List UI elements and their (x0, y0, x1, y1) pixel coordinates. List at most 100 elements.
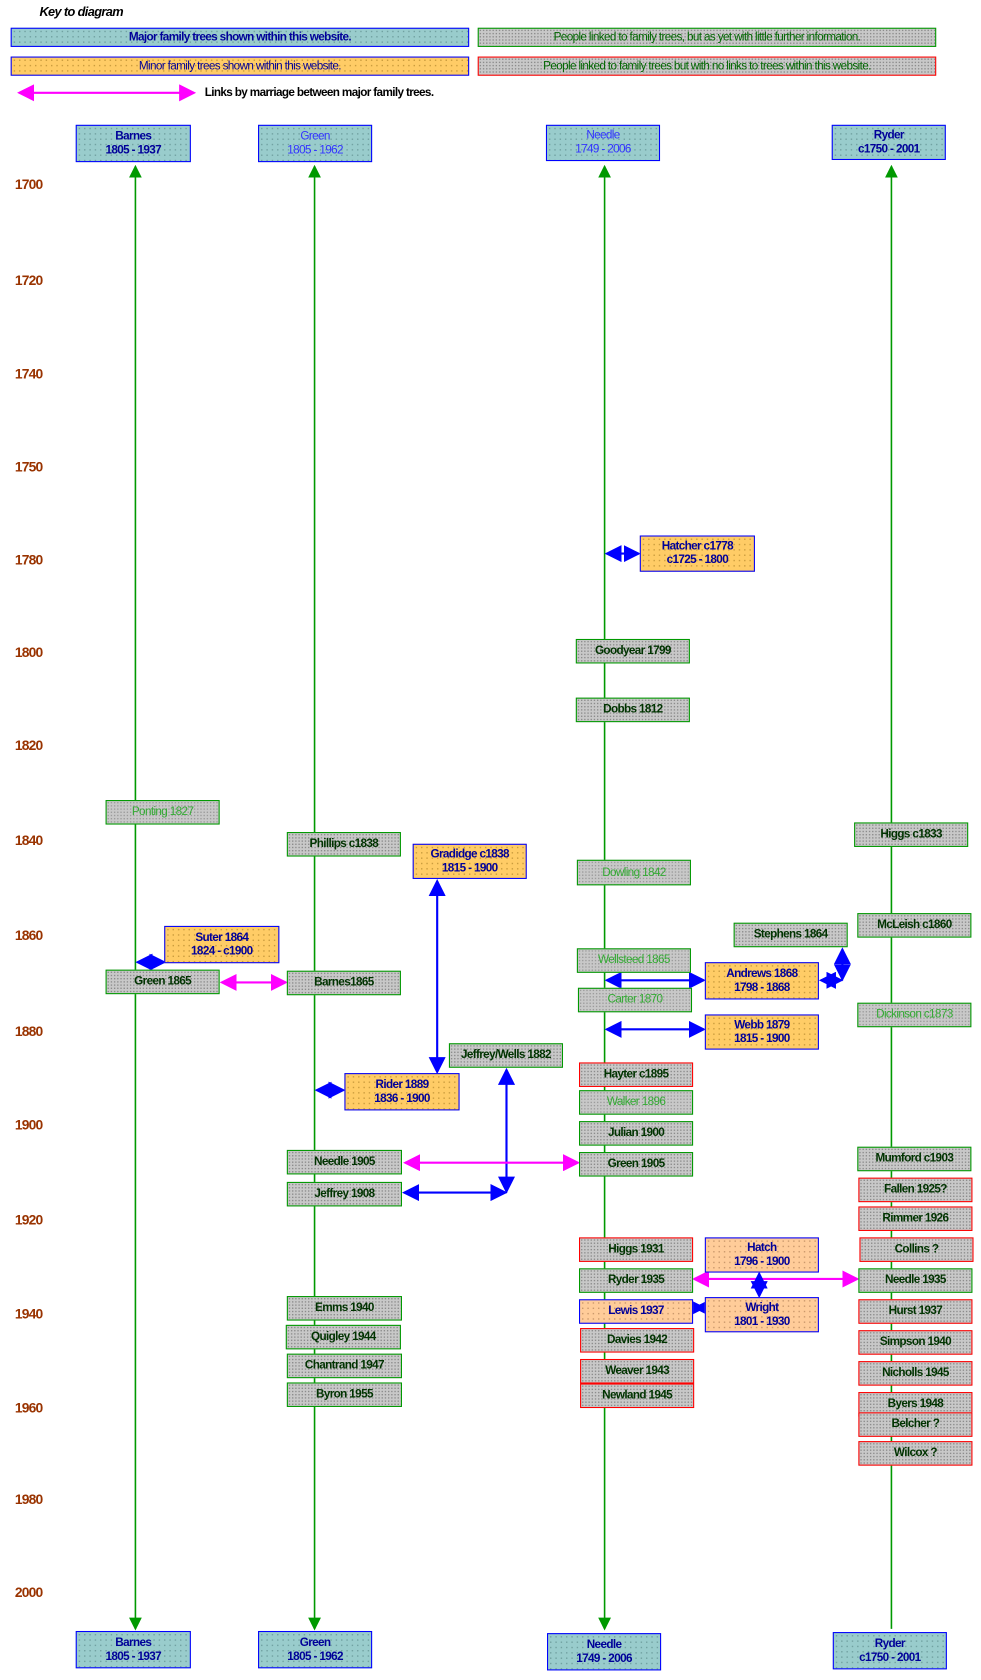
person-node[interactable]: Belcher ? (858, 1412, 973, 1437)
person-dates: 1824 - c1900 (191, 944, 253, 958)
person-dates: 1815 - 1900 (441, 861, 498, 875)
person-node[interactable]: Newland 1945 (580, 1383, 695, 1409)
key-minor-trees: Minor family trees shown within this web… (10, 56, 470, 76)
person-dates: 1798 - 1868 (734, 980, 790, 994)
person-node[interactable]: Barnes1865 (286, 970, 401, 996)
person-node[interactable]: McLeish c1860 (857, 913, 972, 938)
person-name: McLeish c1860 (877, 918, 952, 932)
person-node[interactable]: Lewis 1937 (579, 1299, 694, 1324)
year-label: 1880 (14, 1022, 43, 1039)
person-name: Green 1865 (134, 974, 192, 988)
person-node[interactable]: Hatch 1796 - 1900 (704, 1237, 819, 1273)
tree-ryder-top[interactable]: Ryder c1750 - 2001 (831, 124, 946, 161)
person-node[interactable]: Rimmer 1926 (858, 1206, 973, 1231)
person-node[interactable]: Weaver 1943 (580, 1358, 695, 1384)
year-label: 1900 (14, 1116, 43, 1133)
tree-dates: 1805 - 1937 (105, 143, 162, 157)
person-node[interactable]: Needle 1935 (858, 1268, 973, 1293)
person-node[interactable]: Stephens 1864 (733, 922, 848, 948)
person-node[interactable]: Jeffrey 1908 (286, 1181, 402, 1207)
person-node[interactable]: Wilcox ? (858, 1441, 973, 1466)
person-dates: 1801 - 1930 (734, 1314, 790, 1328)
key-marriage-label: Links by marriage between major family t… (204, 86, 434, 100)
person-node[interactable]: Nicholls 1945 (858, 1361, 973, 1386)
year-label: 1700 (14, 176, 43, 193)
year-label: 1960 (14, 1399, 43, 1416)
person-node[interactable]: Webb 1879 1815 - 1900 (704, 1014, 819, 1050)
person-node[interactable]: Davies 1942 (580, 1328, 695, 1353)
person-dates: 1796 - 1900 (734, 1254, 790, 1268)
person-node[interactable]: Green 1865 (105, 969, 220, 995)
person-node[interactable]: Carter 1870 (577, 987, 693, 1013)
person-node[interactable]: Julian 1900 (579, 1121, 694, 1146)
person-node[interactable]: Hatcher c1778 c1725 - 1800 (639, 535, 755, 572)
person-name: Green 1905 (607, 1157, 666, 1171)
person-node[interactable]: Simpson 1940 (858, 1330, 973, 1355)
tree-barnes-top[interactable]: Barnes 1805 - 1937 (75, 124, 191, 163)
person-node[interactable]: Ryder 1935 (579, 1268, 694, 1293)
person-node[interactable]: Hurst 1937 (858, 1299, 973, 1324)
person-node[interactable]: Mumford c1903 (857, 1146, 972, 1172)
tree-name: Green (300, 129, 330, 143)
person-name: Wellsteed 1865 (598, 953, 670, 967)
tree-dates: c1750 - 2001 (859, 1650, 921, 1664)
person-name: Dickinson c1873 (876, 1008, 953, 1021)
person-node[interactable]: Dowling 1842 (576, 859, 691, 886)
tree-name: Barnes (115, 129, 152, 143)
tree-needle-top[interactable]: Needle 1749 - 2006 (545, 124, 661, 162)
person-node[interactable]: Needle 1905 (286, 1149, 402, 1175)
person-node[interactable]: Suter 1864 1824 - c1900 (164, 925, 280, 964)
person-name: Quigley 1944 (310, 1330, 376, 1343)
person-dates: 1836 - 1900 (374, 1091, 430, 1105)
tree-green-bottom[interactable]: Green 1805 - 1962 (258, 1630, 373, 1669)
tree-dates: 1749 - 2006 (575, 142, 631, 156)
person-name: Chantrand 1947 (304, 1358, 385, 1372)
key-linked-no-links: People linked to family trees but with n… (477, 56, 937, 76)
person-node[interactable]: Gradidge c1838 1815 - 1900 (412, 843, 527, 879)
person-name: Stephens 1864 (753, 928, 828, 941)
person-node[interactable]: Green 1905 (579, 1152, 694, 1177)
person-node[interactable]: Dickinson c1873 (857, 1002, 972, 1028)
person-node[interactable]: Fallen 1925? (858, 1177, 973, 1203)
person-node[interactable]: Hayter c1895 (579, 1062, 694, 1087)
person-node[interactable]: Collins ? (859, 1237, 974, 1262)
person-node[interactable]: Chantrand 1947 (286, 1353, 402, 1379)
person-node[interactable]: Andrews 1868 1798 - 1868 (704, 962, 819, 1000)
key-linked-little-info: People linked to family trees, but as ye… (477, 27, 937, 47)
person-node[interactable]: Wright 1801 - 1930 (704, 1297, 819, 1333)
person-name: Webb 1879 (734, 1018, 790, 1031)
tree-needle-bottom[interactable]: Needle 1749 - 2006 (547, 1633, 662, 1671)
person-name: Nicholls 1945 (882, 1366, 949, 1380)
person-node[interactable]: Byron 1955 (286, 1382, 402, 1407)
person-node[interactable]: Rider 1889 1836 - 1900 (344, 1073, 460, 1111)
person-node[interactable]: Emms 1940 (286, 1296, 402, 1321)
tree-name: Ryder (873, 128, 905, 142)
person-name: Mumford c1903 (875, 1152, 954, 1165)
person-node[interactable]: Phillips c1838 (286, 832, 401, 857)
person-node[interactable]: Walker 1896 (579, 1090, 694, 1115)
person-name: Newland 1945 (602, 1388, 673, 1402)
person-node[interactable]: Higgs 1931 (579, 1237, 694, 1262)
person-node[interactable]: Wellsteed 1865 (576, 948, 691, 973)
key-minor-label: Minor family trees shown within this web… (138, 59, 342, 73)
tree-barnes-bottom[interactable]: Barnes 1805 - 1937 (75, 1630, 191, 1669)
person-node[interactable]: Jeffrey/Wells 1882 (448, 1043, 564, 1068)
tree-green-top[interactable]: Green 1805 - 1962 (258, 124, 373, 163)
person-name: Rimmer 1926 (882, 1211, 949, 1225)
year-label: 1980 (14, 1491, 43, 1508)
person-node[interactable]: Dobbs 1812 (575, 697, 690, 723)
person-name: Suter 1864 (195, 930, 249, 944)
key-major-trees: Major family trees shown within this web… (10, 27, 470, 47)
person-node[interactable]: Ponting 1827 (105, 800, 220, 825)
person-name: Hurst 1937 (888, 1304, 943, 1318)
tree-name: Ryder (874, 1636, 906, 1650)
person-name: Lewis 1937 (608, 1304, 664, 1318)
person-name: Hayter c1895 (603, 1067, 669, 1081)
person-name: Goodyear 1799 (594, 644, 671, 658)
person-name: Wilcox ? (893, 1446, 938, 1460)
key-title: Key to diagram (39, 4, 123, 20)
tree-ryder-bottom[interactable]: Ryder c1750 - 2001 (832, 1632, 947, 1670)
person-node[interactable]: Quigley 1944 (285, 1324, 401, 1350)
person-node[interactable]: Higgs c1833 (854, 822, 969, 847)
person-node[interactable]: Goodyear 1799 (575, 638, 690, 664)
